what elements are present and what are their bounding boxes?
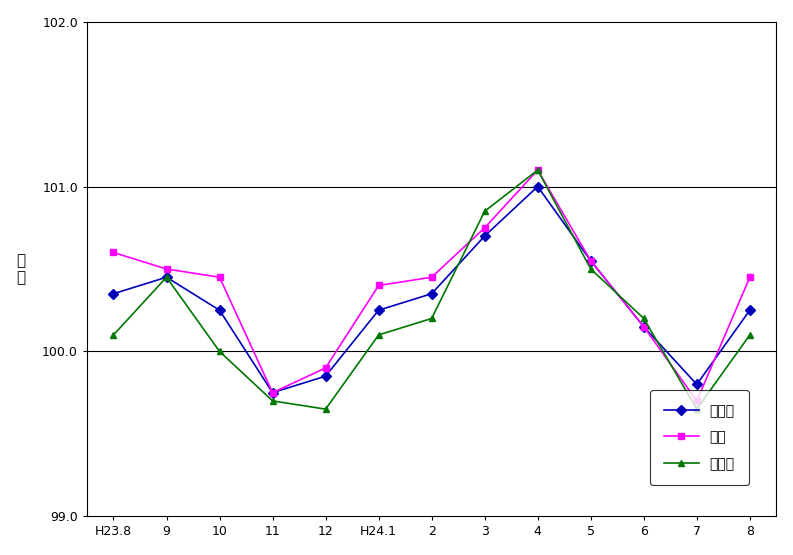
- 津市: [692, 397, 702, 404]
- 津市: [374, 282, 383, 289]
- 松阪市: [374, 331, 383, 338]
- 津市: [745, 274, 755, 281]
- 三重県: [427, 290, 436, 297]
- 三重県: [321, 373, 331, 380]
- Line: 松阪市: 松阪市: [110, 166, 753, 412]
- 津市: [215, 274, 224, 281]
- 松阪市: [109, 331, 118, 338]
- 三重県: [480, 233, 489, 239]
- 松阪市: [639, 315, 649, 322]
- 松阪市: [692, 406, 702, 412]
- 松阪市: [480, 208, 489, 215]
- 松阪市: [427, 315, 436, 322]
- Y-axis label: 指
数: 指 数: [17, 253, 26, 285]
- 松阪市: [533, 166, 542, 173]
- 津市: [109, 249, 118, 256]
- 三重県: [639, 324, 649, 330]
- 松阪市: [268, 397, 278, 404]
- Line: 三重県: 三重県: [110, 183, 753, 396]
- 松阪市: [586, 266, 596, 273]
- 津市: [162, 266, 171, 273]
- 三重県: [692, 381, 702, 388]
- 津市: [427, 274, 436, 281]
- 津市: [321, 365, 331, 371]
- 津市: [639, 324, 649, 330]
- 三重県: [268, 389, 278, 396]
- 松阪市: [162, 274, 171, 281]
- 三重県: [374, 307, 383, 314]
- 三重県: [586, 258, 596, 264]
- 三重県: [745, 307, 755, 314]
- 三重県: [215, 307, 224, 314]
- 松阪市: [321, 406, 331, 412]
- 津市: [533, 166, 542, 173]
- 三重県: [533, 183, 542, 190]
- 津市: [586, 258, 596, 264]
- 三重県: [109, 290, 118, 297]
- 津市: [268, 389, 278, 396]
- 三重県: [162, 274, 171, 281]
- Line: 津市: 津市: [110, 166, 753, 405]
- Legend: 三重県, 津市, 松阪市: 三重県, 津市, 松阪市: [650, 390, 749, 485]
- 松阪市: [745, 331, 755, 338]
- 津市: [480, 224, 489, 231]
- 松阪市: [215, 348, 224, 355]
